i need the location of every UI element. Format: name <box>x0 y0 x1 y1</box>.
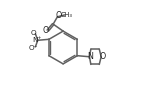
Text: O: O <box>100 52 106 61</box>
Text: O: O <box>42 26 49 35</box>
Text: O⁻: O⁻ <box>28 45 38 51</box>
Text: O: O <box>56 11 62 21</box>
Text: N⁺: N⁺ <box>32 37 41 43</box>
Text: O: O <box>31 30 36 36</box>
Text: N: N <box>87 52 93 61</box>
Text: CH₃: CH₃ <box>61 12 73 18</box>
